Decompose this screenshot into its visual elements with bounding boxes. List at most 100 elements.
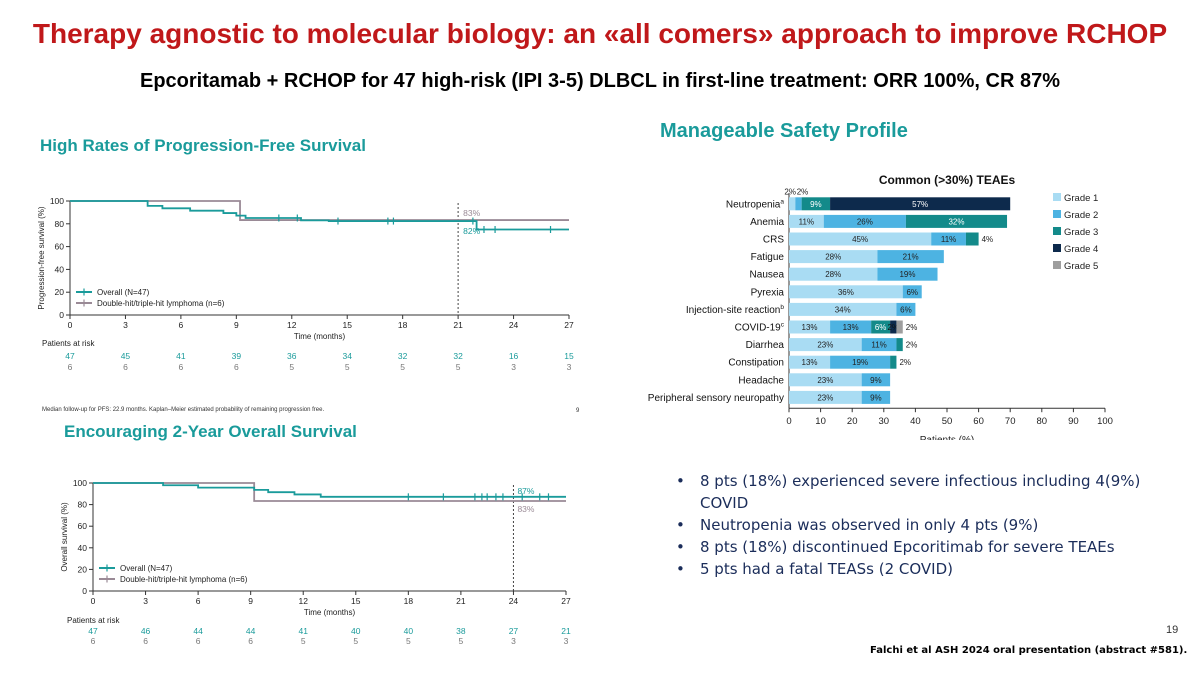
- slide-title: Therapy agnostic to molecular biology: a…: [32, 18, 1168, 49]
- at-risk-overall-count: 15: [564, 351, 574, 361]
- bar-data-label: 9%: [870, 376, 882, 385]
- y-axis-label: Overall survival (%): [60, 502, 69, 572]
- dhl-curve-label: 83%: [517, 504, 534, 514]
- os-chart: 0 20 40 60 80 100 0 3 6 9 12 15 18 21 24 27 Time (months…: [60, 478, 571, 646]
- at-risk-dhl-count: 5: [353, 636, 358, 646]
- at-risk-overall-count: 32: [453, 351, 463, 361]
- at-risk-dhl-count: 5: [301, 636, 306, 646]
- legend-entry: Double-hit/triple-hit lymphoma (n=6): [120, 575, 248, 584]
- bar-data-label: 26%: [857, 217, 873, 226]
- at-risk-dhl-count: 6: [68, 362, 73, 372]
- bar-data-label: 2%: [784, 187, 796, 196]
- at-risk-overall-count: 34: [342, 351, 352, 361]
- at-risk-dhl-count: 6: [91, 636, 96, 646]
- category-label: Anemia: [750, 217, 784, 228]
- legend-entry: Overall (N=47): [120, 564, 173, 573]
- at-risk-dhl-count: 5: [400, 362, 405, 372]
- category-label: Constipation: [728, 358, 784, 369]
- at-risk-overall-count: 16: [509, 351, 519, 361]
- dhl-survival-curve: [93, 482, 566, 502]
- bar-segment: [896, 302, 916, 316]
- x-tick-label: 0: [68, 320, 73, 330]
- category-label: Fatigue: [751, 252, 785, 263]
- category-label: COVID-19c: [735, 322, 785, 334]
- bar-data-label: 2%: [906, 341, 918, 350]
- bar-data-label: 6%: [900, 305, 912, 314]
- y-tick-label: 80: [55, 219, 65, 229]
- teae-chart-title: Common (>30%) TEAEs: [879, 173, 1016, 187]
- x-tick-label: 9: [234, 320, 239, 330]
- y-tick-label: 20: [55, 287, 65, 297]
- bar-segment: [789, 373, 862, 387]
- bar-data-label: 9%: [870, 393, 882, 402]
- bar-segment: [931, 232, 966, 246]
- x-tick-label: 90: [1068, 416, 1079, 427]
- x-tick-label: 15: [342, 320, 352, 330]
- legend-swatch: [1053, 244, 1061, 252]
- y-tick-label: 0: [59, 310, 64, 320]
- at-risk-overall-count: 44: [246, 626, 256, 636]
- at-risk-overall-count: 40: [351, 626, 361, 636]
- at-risk-overall-count: 47: [65, 351, 75, 361]
- x-tick-label: 18: [404, 596, 414, 606]
- x-tick-label: 80: [1037, 416, 1048, 427]
- bar-data-label: 28%: [825, 270, 841, 279]
- y-tick-label: 40: [55, 264, 65, 274]
- key-findings-list: 8 pts (18%) experienced severe infectiou…: [672, 470, 1142, 580]
- dhl-survival-curve: [70, 200, 569, 221]
- bar-data-label: 19%: [852, 358, 868, 367]
- y-tick-label: 20: [78, 564, 88, 574]
- bar-segment: [789, 267, 878, 281]
- bar-segment: [789, 232, 932, 246]
- x-tick-label: 24: [509, 320, 519, 330]
- at-risk-title: Patients at risk: [42, 339, 95, 348]
- overall-curve-label: 82%: [463, 226, 480, 236]
- at-risk-dhl-count: 5: [406, 636, 411, 646]
- x-tick-label: 20: [847, 416, 858, 427]
- x-tick-label: 12: [287, 320, 297, 330]
- bar-data-label: 23%: [817, 341, 833, 350]
- bar-data-label: 13%: [843, 323, 859, 332]
- slide-subtitle: Epcoritamab + RCHOP for 47 high-risk (IP…: [139, 70, 1060, 92]
- bar-segment: [795, 197, 802, 211]
- at-risk-overall-count: 45: [121, 351, 131, 361]
- dhl-curve-label: 83%: [463, 208, 480, 218]
- bar-segment: [830, 355, 891, 369]
- legend-entry: Grade 1: [1064, 193, 1098, 204]
- safety-section-title: Manageable Safety Profile: [660, 120, 908, 142]
- bar-data-label: 34%: [835, 305, 851, 314]
- category-label: Headache: [738, 375, 784, 386]
- category-superscript: a: [780, 198, 784, 205]
- category-label: Pyrexia: [751, 287, 785, 298]
- bullet-item: Neutropenia was observed in only 4 pts (…: [672, 514, 1142, 536]
- x-tick-label: 9: [248, 596, 253, 606]
- bar-segment: [861, 390, 891, 404]
- bar-segment: [789, 338, 862, 352]
- bar-segment: [789, 302, 897, 316]
- bullet-item: 5 pts had a fatal TEASs (2 COVID): [672, 558, 1142, 580]
- x-tick-label: 50: [942, 416, 953, 427]
- bar-segment: [896, 320, 903, 334]
- x-tick-label: 70: [1005, 416, 1016, 427]
- bar-segment: [890, 320, 897, 334]
- legend-entry: Grade 5: [1064, 261, 1098, 272]
- bar-segment: [902, 285, 922, 299]
- bar-segment: [890, 355, 897, 369]
- bar-data-label: 6%: [875, 323, 887, 332]
- overall-curve-label: 87%: [517, 486, 534, 496]
- x-tick-label: 0: [91, 596, 96, 606]
- bar-segment: [789, 320, 831, 334]
- at-risk-dhl-count: 5: [456, 362, 461, 372]
- bar-segment: [823, 214, 906, 228]
- bar-data-label: 11%: [799, 217, 814, 226]
- bar-segment: [861, 338, 897, 352]
- legend-entry: Grade 3: [1064, 227, 1098, 238]
- bar-segment: [789, 197, 796, 211]
- page-number: 19: [1166, 624, 1179, 636]
- bullet-item: 8 pts (18%) discontinued Epcoritimab for…: [672, 536, 1142, 558]
- legend-entry: Grade 4: [1064, 244, 1098, 255]
- at-risk-overall-count: 32: [398, 351, 408, 361]
- legend-entry: Double-hit/triple-hit lymphoma (n=6): [97, 299, 225, 308]
- overall-survival-curve: [70, 200, 569, 231]
